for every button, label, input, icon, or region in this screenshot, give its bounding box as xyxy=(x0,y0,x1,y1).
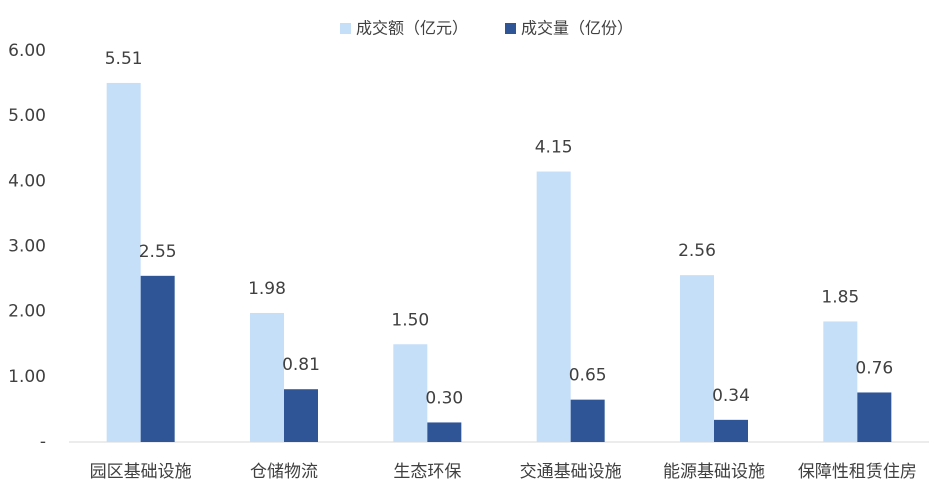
data-label: 1.98 xyxy=(248,279,286,299)
x-tick-label: 交通基础设施 xyxy=(520,462,622,482)
y-tick-label: 3.00 xyxy=(8,237,46,257)
bar xyxy=(427,422,462,442)
data-label: 0.81 xyxy=(282,355,320,375)
bar xyxy=(106,82,141,442)
bar xyxy=(714,419,748,442)
y-tick-label: 5.00 xyxy=(8,106,46,126)
bar xyxy=(140,275,175,442)
data-label: 2.55 xyxy=(139,242,177,262)
data-label: 5.51 xyxy=(105,49,143,69)
bar xyxy=(857,392,892,442)
legend-swatch xyxy=(505,23,516,34)
bar xyxy=(393,344,428,442)
bar xyxy=(284,389,318,442)
y-tick-label: - xyxy=(40,432,46,452)
bar xyxy=(536,171,571,442)
y-tick-label: 1.00 xyxy=(8,367,46,387)
data-label: 0.65 xyxy=(569,366,607,386)
x-tick-label: 园区基础设施 xyxy=(90,462,192,482)
y-tick-label: 2.00 xyxy=(8,302,46,322)
bar xyxy=(823,321,858,442)
bar xyxy=(680,275,714,442)
y-tick-label: 4.00 xyxy=(8,171,46,191)
x-tick-label: 保障性租赁住房 xyxy=(798,462,917,482)
x-tick-label: 生态环保 xyxy=(393,462,461,482)
data-label: 0.76 xyxy=(855,358,893,378)
y-tick-label: 6.00 xyxy=(8,41,46,61)
data-label: 2.56 xyxy=(678,241,716,261)
data-label: 0.30 xyxy=(425,388,463,408)
x-tick-label: 仓储物流 xyxy=(250,462,318,482)
bar xyxy=(570,399,605,442)
data-label: 4.15 xyxy=(535,138,573,158)
x-tick-label: 能源基础设施 xyxy=(663,462,765,482)
data-label: 1.85 xyxy=(821,287,859,307)
legend-text: 成交额（亿元） xyxy=(356,19,468,38)
legend-text: 成交量（亿份） xyxy=(521,19,633,38)
bar xyxy=(250,312,284,442)
data-label: 0.34 xyxy=(712,386,750,406)
legend-swatch xyxy=(340,23,351,34)
data-label: 1.50 xyxy=(391,310,429,330)
